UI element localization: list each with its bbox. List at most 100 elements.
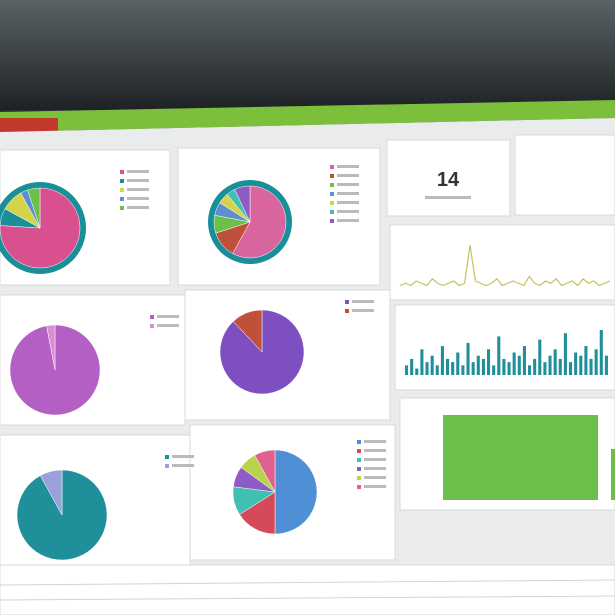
bar [611, 449, 615, 500]
bar [599, 330, 603, 375]
legend-swatch [330, 183, 334, 187]
legend-text [337, 201, 359, 204]
legend-swatch [357, 458, 361, 462]
legend-text [127, 170, 149, 173]
panel [389, 224, 615, 301]
bar [410, 358, 414, 375]
bar [487, 349, 491, 375]
bar [446, 358, 450, 375]
bar [405, 365, 409, 375]
legend-swatch [120, 188, 124, 192]
legend-text [157, 315, 179, 318]
legend-text [337, 210, 359, 213]
bar [569, 362, 573, 375]
metric-value: 14 [437, 169, 460, 191]
bar [430, 355, 434, 375]
pie-slice [254, 449, 276, 493]
panel [514, 134, 615, 216]
legend-text [337, 192, 359, 195]
bar [553, 349, 557, 375]
pie-slice [232, 309, 263, 353]
bar [538, 339, 542, 375]
legend-swatch [357, 449, 361, 453]
bar [476, 355, 480, 375]
table-panel [0, 564, 615, 615]
bar [440, 346, 444, 375]
legend-text [127, 206, 149, 209]
legend-text [157, 324, 179, 327]
legend-swatch [330, 174, 334, 178]
bar [502, 358, 506, 375]
legend-swatch [357, 476, 361, 480]
pie-slice [234, 185, 251, 223]
bar [543, 362, 547, 375]
pie-slice [39, 469, 63, 516]
bar [420, 349, 424, 375]
panel [386, 139, 511, 217]
bar [451, 362, 455, 375]
legend-text [172, 455, 194, 458]
legend-text [127, 188, 149, 191]
bar [512, 352, 516, 375]
legend-swatch [120, 206, 124, 210]
bar [528, 365, 532, 375]
bar [507, 362, 511, 375]
legend-text [364, 476, 386, 479]
bar [435, 365, 439, 375]
bar [584, 346, 588, 375]
pie-slice [46, 324, 56, 371]
legend-text [172, 464, 194, 467]
legend-swatch [165, 455, 169, 459]
legend-text [337, 174, 359, 177]
bar [594, 349, 598, 375]
legend-swatch [330, 165, 334, 169]
legend-swatch [330, 192, 334, 196]
legend-swatch [330, 219, 334, 223]
bar [589, 358, 593, 375]
bar [574, 352, 578, 375]
panel [394, 304, 615, 391]
legend-swatch [120, 179, 124, 183]
legend-text [352, 309, 374, 312]
bar [443, 415, 598, 500]
bar [466, 342, 470, 375]
legend-text [364, 458, 386, 461]
legend-swatch [357, 485, 361, 489]
legend-text [337, 183, 359, 186]
legend-swatch [330, 201, 334, 205]
bar [517, 355, 521, 375]
brand-logo [0, 118, 58, 132]
pie-slice [232, 185, 287, 259]
bar [471, 362, 475, 375]
legend-swatch [150, 315, 154, 319]
legend-text [337, 165, 359, 168]
bar [497, 336, 501, 375]
legend-text [337, 219, 359, 222]
legend-swatch [120, 197, 124, 201]
bar [425, 362, 429, 375]
bar [481, 358, 485, 375]
monitor-bezel [0, 0, 615, 110]
legend-swatch [345, 309, 349, 313]
legend-text [127, 197, 149, 200]
legend-text [364, 449, 386, 452]
metric-caption [425, 196, 471, 199]
bar [563, 333, 567, 375]
legend-text [364, 485, 386, 488]
bar [456, 352, 460, 375]
table-lines [0, 579, 615, 601]
legend-text [127, 179, 149, 182]
bar [579, 355, 583, 375]
bar [461, 365, 465, 375]
bar [533, 358, 537, 375]
bar [604, 355, 608, 375]
legend-text [352, 300, 374, 303]
legend-swatch [357, 467, 361, 471]
legend-swatch [330, 210, 334, 214]
pie-slice [27, 187, 41, 229]
line-series [399, 244, 611, 287]
bar [558, 358, 562, 375]
bar [548, 355, 552, 375]
